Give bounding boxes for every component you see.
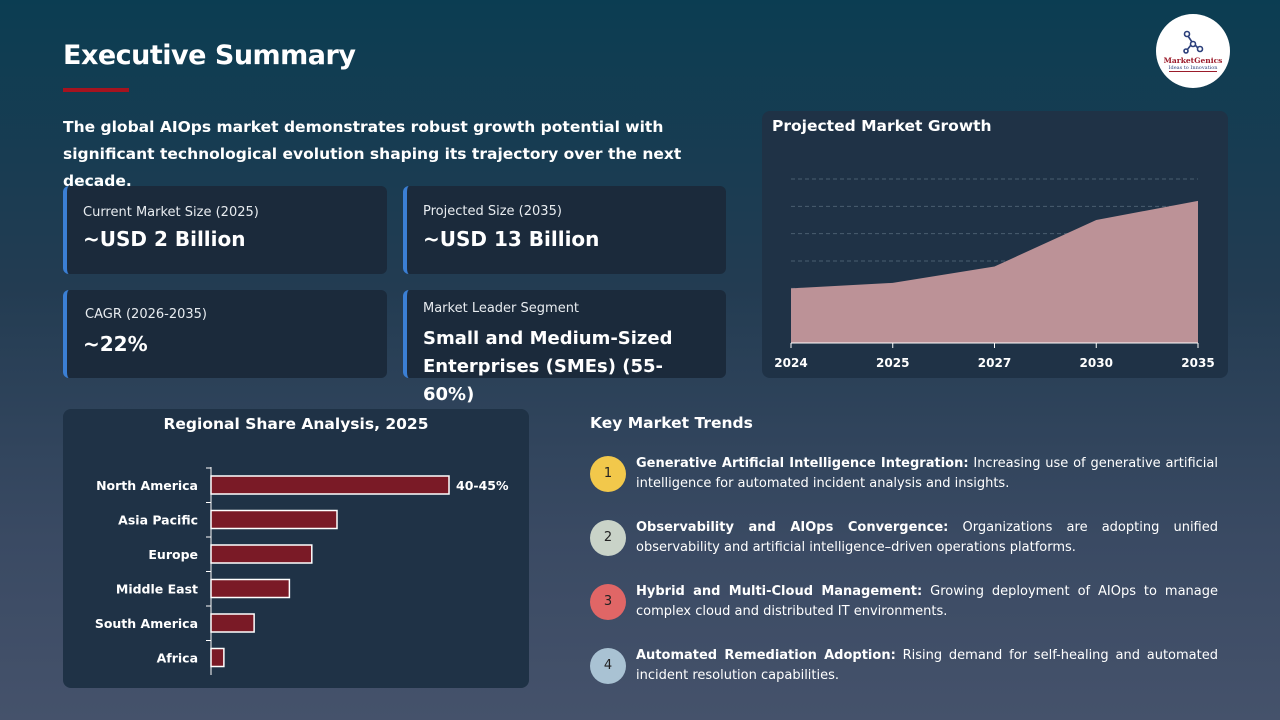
bar: [210, 509, 338, 530]
trend-item: 1 Generative Artificial Intelligence Inte…: [590, 454, 1218, 493]
bar: [210, 475, 450, 495]
chart-title: Regional Share Analysis, 2025: [163, 415, 429, 433]
bar: [210, 578, 291, 599]
trend-heading: Automated Remediation Adoption:: [636, 648, 896, 663]
card-value: ~USD 13 Billion: [423, 227, 600, 251]
logo-tagline: Ideas to Innovation: [1168, 65, 1218, 72]
growth-area-chart: 2024 2025 2027 2030 2035: [774, 178, 1215, 370]
card-label: Market Leader Segment: [423, 301, 580, 316]
logo-name: MarketGenics: [1163, 56, 1223, 65]
trend-description: Rising demand for self-healing and autom…: [636, 648, 1218, 683]
page-title: Executive Summary: [63, 40, 356, 71]
trend-number: 2: [590, 519, 626, 556]
trend-number: 4: [590, 647, 626, 684]
x-tick-label: 2030: [1080, 356, 1113, 370]
regional-bar-chart: North America 40-45% Asia Pacific Europe Mid…: [95, 467, 509, 675]
trend-heading: Generative Artificial Intelligence Integ…: [636, 456, 969, 471]
trend-description: Organizations are adopting unified obser…: [636, 520, 1218, 555]
data-label: 40-45%: [456, 478, 509, 493]
trend-text: Hybrid and Multi-Cloud Management: Growi…: [636, 582, 1218, 621]
company-logo: MarketGenics Ideas to Innovation: [1156, 14, 1230, 88]
card-label: Current Market Size (2025): [83, 205, 259, 220]
trends-title: Key Market Trends: [590, 414, 753, 432]
chart-title: Projected Market Growth: [772, 117, 992, 135]
trend-item: 2 Observability and AIOps Convergence: Or…: [590, 518, 1218, 557]
category-label: Africa: [157, 651, 198, 666]
trend-text: Automated Remediation Adoption: Rising d…: [636, 646, 1218, 685]
trend-heading: Observability and AIOps Convergence:: [636, 520, 949, 535]
cagr-card: CAGR (2026-2035) ~22%: [63, 290, 387, 378]
trend-text: Generative Artificial Intelligence Integ…: [636, 454, 1218, 493]
title-underline: [63, 88, 129, 92]
growth-chart-panel: Projected Market Growth 2024 2025 2027 2030…: [762, 111, 1228, 378]
card-value: ~22%: [83, 332, 148, 356]
trend-item: 4 Automated Remediation Adoption: Rising …: [590, 646, 1218, 685]
intro-text: The global AIOps market demonstrates rob…: [63, 118, 682, 190]
trend-text: Observability and AIOps Convergence: Org…: [636, 518, 1218, 557]
card-value: Small and Medium-Sized Enterprises (SMEs…: [423, 328, 673, 405]
current-market-size-card: Current Market Size (2025) ~USD 2 Billio…: [63, 186, 387, 274]
bar: [210, 544, 313, 564]
category-label: North America: [96, 478, 198, 493]
trend-description: Increasing use of generative artificial …: [636, 456, 1218, 491]
growth-area: [791, 200, 1198, 343]
x-tick-label: 2027: [978, 356, 1011, 370]
bar: [210, 613, 255, 633]
card-label: CAGR (2026-2035): [85, 307, 207, 322]
category-label: South America: [95, 616, 198, 631]
regional-chart-panel: Regional Share Analysis, 2025 North Amer…: [63, 409, 529, 688]
x-tick-label: 2025: [876, 356, 909, 370]
trend-number: 3: [590, 583, 626, 620]
trend-heading: Hybrid and Multi-Cloud Management:: [636, 584, 923, 599]
trend-description: Growing deployment of AIOps to manage co…: [636, 584, 1218, 619]
bar: [210, 647, 225, 668]
trend-number: 1: [590, 455, 626, 492]
category-label: Middle East: [116, 582, 198, 597]
x-tick-label: 2024: [774, 356, 807, 370]
card-value: ~USD 2 Billion: [83, 227, 246, 251]
x-tick-label: 2035: [1181, 356, 1214, 370]
category-label: Asia Pacific: [118, 513, 198, 528]
category-label: Europe: [148, 547, 198, 562]
market-leader-card: Market Leader Segment Small and Medium-S…: [403, 290, 726, 405]
trend-item: 3 Hybrid and Multi-Cloud Management: Grow…: [590, 582, 1218, 621]
network-icon: [1183, 30, 1204, 54]
card-label: Projected Size (2035): [423, 204, 562, 219]
projected-size-card: Projected Size (2035) ~USD 13 Billion: [403, 186, 726, 274]
